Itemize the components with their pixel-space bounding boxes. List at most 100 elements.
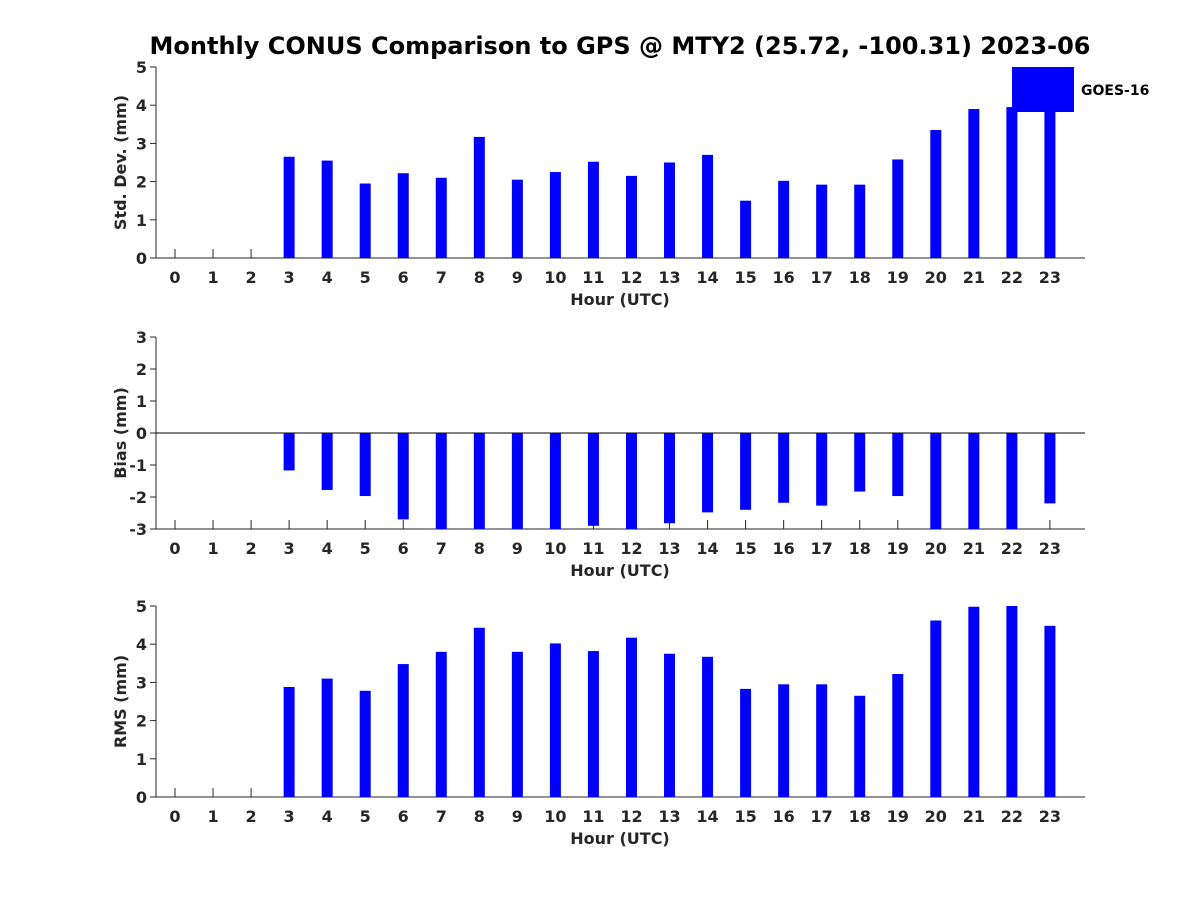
y-tick-label: 3 — [136, 673, 147, 692]
bar — [1006, 433, 1018, 529]
bar — [397, 664, 409, 797]
bar — [587, 651, 599, 797]
bar — [511, 651, 523, 797]
x-axis-label: Hour (UTC) — [570, 290, 670, 309]
bar — [930, 130, 942, 258]
x-tick-label: 21 — [963, 539, 985, 558]
bar — [892, 433, 904, 497]
x-tick-label: 2 — [246, 268, 257, 287]
bar — [930, 620, 942, 797]
x-tick-label: 11 — [582, 539, 604, 558]
x-tick-label: 23 — [1039, 539, 1061, 558]
x-tick-label: 7 — [436, 268, 447, 287]
bar — [359, 433, 371, 497]
x-tick-label: 1 — [207, 539, 218, 558]
x-tick-label: 7 — [436, 807, 447, 826]
x-tick-label: 18 — [849, 807, 871, 826]
bar — [702, 154, 714, 258]
bar — [397, 173, 409, 258]
bar — [397, 433, 409, 520]
bar — [283, 433, 295, 471]
x-tick-label: 13 — [658, 268, 680, 287]
x-tick-label: 0 — [169, 268, 180, 287]
x-tick-label: 8 — [474, 268, 485, 287]
bar — [892, 673, 904, 797]
x-tick-label: 13 — [658, 807, 680, 826]
legend-swatch — [1012, 67, 1074, 112]
bar — [511, 179, 523, 258]
x-tick-label: 6 — [398, 539, 409, 558]
y-tick-label: 5 — [136, 58, 147, 77]
bar — [1044, 107, 1056, 258]
x-tick-label: 16 — [773, 539, 795, 558]
x-tick-label: 10 — [544, 807, 566, 826]
bar — [1006, 606, 1018, 797]
bar — [511, 433, 523, 529]
bar — [930, 433, 942, 529]
bar — [283, 156, 295, 258]
x-tick-label: 9 — [512, 807, 523, 826]
x-tick-label: 14 — [696, 539, 718, 558]
y-axis-label: Bias (mm) — [111, 387, 130, 479]
bar — [778, 180, 790, 258]
bar — [435, 651, 447, 797]
bar — [359, 690, 371, 797]
y-tick-label: 0 — [136, 249, 147, 268]
x-tick-label: 12 — [620, 268, 642, 287]
x-tick-label: 15 — [734, 807, 756, 826]
x-tick-label: 8 — [474, 539, 485, 558]
bar — [816, 433, 828, 506]
bar — [968, 433, 980, 529]
y-tick-label: 2 — [136, 173, 147, 192]
x-tick-label: 19 — [887, 807, 909, 826]
x-tick-label: 4 — [322, 539, 333, 558]
bar — [283, 686, 295, 797]
y-tick-label: 1 — [136, 392, 147, 411]
x-tick-label: 20 — [925, 268, 947, 287]
x-tick-label: 5 — [360, 539, 371, 558]
x-tick-label: 23 — [1039, 268, 1061, 287]
x-tick-label: 4 — [322, 807, 333, 826]
bar — [625, 637, 637, 797]
x-tick-label: 2 — [246, 539, 257, 558]
bar — [321, 160, 333, 258]
bar — [702, 656, 714, 797]
x-tick-label: 22 — [1001, 539, 1023, 558]
y-tick-label: 0 — [136, 788, 147, 807]
x-tick-label: 19 — [887, 268, 909, 287]
x-tick-label: 16 — [773, 268, 795, 287]
bar — [359, 183, 371, 258]
x-tick-label: 7 — [436, 539, 447, 558]
x-tick-label: 0 — [169, 807, 180, 826]
bar — [968, 606, 980, 797]
x-tick-label: 15 — [734, 268, 756, 287]
x-tick-label: 3 — [284, 539, 295, 558]
y-tick-label: 4 — [136, 635, 147, 654]
x-tick-label: 12 — [620, 539, 642, 558]
x-axis-label: Hour (UTC) — [570, 561, 670, 580]
bar — [549, 643, 561, 797]
x-tick-label: 13 — [658, 539, 680, 558]
bar — [1006, 107, 1018, 258]
bar — [854, 695, 866, 797]
x-tick-label: 12 — [620, 807, 642, 826]
x-tick-label: 9 — [512, 539, 523, 558]
bar — [816, 184, 828, 258]
bar — [702, 433, 714, 513]
bar — [321, 433, 333, 490]
bar — [664, 653, 676, 797]
x-tick-label: 8 — [474, 807, 485, 826]
legend: GOES-16 — [1012, 67, 1149, 112]
x-tick-label: 4 — [322, 268, 333, 287]
x-tick-label: 11 — [582, 807, 604, 826]
x-tick-label: 3 — [284, 268, 295, 287]
bar — [740, 433, 752, 510]
x-tick-label: 17 — [811, 268, 833, 287]
y-tick-label: -3 — [129, 520, 147, 539]
bar — [473, 136, 485, 258]
x-tick-label: 18 — [849, 268, 871, 287]
bar — [892, 159, 904, 258]
